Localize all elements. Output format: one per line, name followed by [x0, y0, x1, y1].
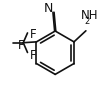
Text: F: F — [30, 28, 37, 41]
Text: F: F — [17, 39, 24, 52]
Text: F: F — [30, 49, 37, 62]
Text: N: N — [44, 2, 54, 15]
Text: NH: NH — [81, 9, 98, 22]
Text: 2: 2 — [84, 17, 90, 26]
